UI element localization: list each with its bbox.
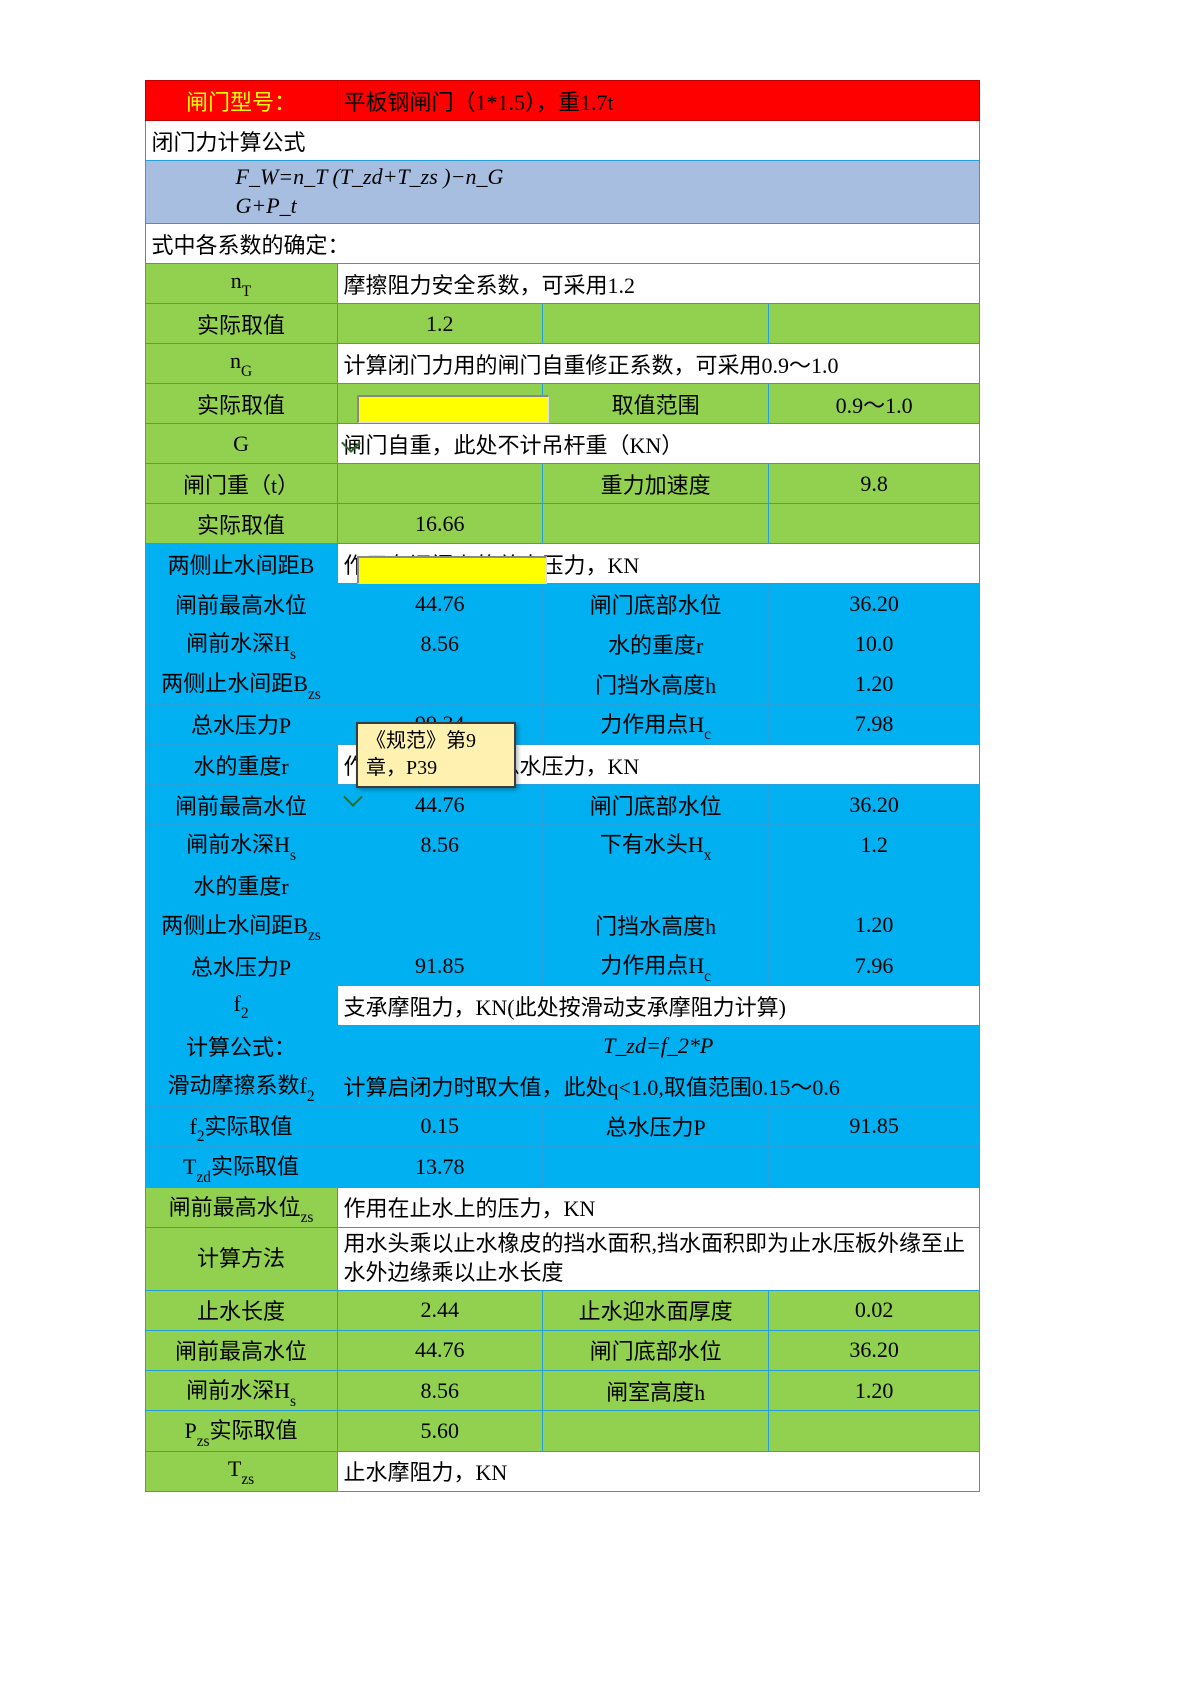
- r4-b: 闸前水深Hs 8.56 水的重度r 10.0: [145, 624, 980, 664]
- r8-symbol: Tzs: [145, 1451, 337, 1491]
- formula-row: F_W=n_T (T_zd+T_zs )−n_G G+P_t: [145, 161, 980, 224]
- r5-d: 两侧止水间距Bzs 门挡水高度h 1.20: [145, 905, 980, 945]
- r2-row: (2) nG 计算闭门力用的闸门自重修正系数，可采用0.9～1.0: [145, 344, 980, 384]
- r7-symbol: 闸前最高水位zs: [145, 1187, 337, 1227]
- r1-symbol: nT: [145, 264, 337, 304]
- section2-title-row: 二 式中各系数的确定：: [145, 224, 980, 264]
- header-row: 闸门型号： 平板钢闸门（1*1.5），重1.7t: [145, 81, 980, 121]
- section1-title: 闭门力计算公式: [145, 121, 980, 161]
- r4-a: 闸前最高水位 44.76 闸门底部水位 36.20: [145, 584, 980, 624]
- r4-c: 两侧止水间距Bzs 门挡水高度h 1.20: [145, 664, 980, 704]
- r7-desc: 作用在止水上的压力，KN: [337, 1187, 979, 1227]
- r6-c: f2实际取值 0.15 总水压力P 91.85: [145, 1106, 980, 1146]
- formula-line1: F_W=n_T (T_zd+T_zs )−n_G: [236, 164, 504, 189]
- r3-row: (3) G 闸门自重，此处不计吊杆重（KN）: [145, 424, 980, 464]
- r6-row: (6) f2 支承摩阻力，KN(此处按滑动支承摩阻力计算): [145, 986, 980, 1026]
- r3-va: [337, 464, 543, 504]
- r1-k: 实际取值: [145, 304, 337, 344]
- r4-d: 总水压力P 99.34 力作用点Hc 7.98: [145, 704, 980, 744]
- r3-row-a: 闸门重（t） 重力加速度 9.8: [145, 464, 980, 504]
- r7-row: (7) 闸前最高水位zs 作用在止水上的压力，KN: [145, 1187, 980, 1227]
- r5-e: 总水压力P 91.85 力作用点Hc 7.96: [145, 945, 980, 985]
- page: 闸门型号： 平板钢闸门（1*1.5），重1.7t 一 闭门力计算公式 F_W=n…: [0, 0, 1200, 1552]
- gate-model-label: 闸门型号：: [145, 81, 337, 121]
- r2-value-row: 实际取值 0.95 取值范围 0.9～1.0: [145, 384, 980, 424]
- comment-note[interactable]: 《规范》第9 章，P39: [356, 722, 516, 788]
- r7-b: 止水长度 2.44 止水迎水面厚度 0.02: [145, 1290, 980, 1330]
- section2-title: 式中各系数的确定：: [145, 224, 980, 264]
- r2-k: 实际取值: [145, 384, 337, 424]
- formula-cell: F_W=n_T (T_zd+T_zs )−n_G G+P_t: [145, 161, 980, 224]
- r7-e: Pzs实际取值 5.60: [145, 1411, 980, 1451]
- r8-desc: 止水摩阻力，KN: [337, 1451, 979, 1491]
- r6-d: Tzd实际取值 13.78: [145, 1147, 980, 1187]
- r1-v: 1.2: [337, 304, 543, 344]
- r3-kb: 重力加速度: [543, 464, 769, 504]
- r5-symbol: 水的重度r: [145, 745, 337, 785]
- r2-desc: 计算闭门力用的闸门自重修正系数，可采用0.9～1.0: [337, 344, 979, 384]
- r3-desc: 闸门自重，此处不计吊杆重（KN）: [337, 424, 979, 464]
- r1-row: (1) nT 摩擦阻力安全系数，可采用1.2: [145, 264, 980, 304]
- section1-title-row: 一 闭门力计算公式: [145, 121, 980, 161]
- note-line2: 章，P39: [366, 757, 437, 779]
- r3-vb: 9.8: [769, 464, 980, 504]
- r5-b: 闸前水深Hs 8.56 下有水头Hx 1.2: [145, 825, 980, 865]
- r3-vc: 16.66: [337, 504, 543, 544]
- note-line1: 《规范》第9: [366, 730, 476, 752]
- r5-a: 闸前最高水位 44.76 闸门底部水位 36.20: [145, 785, 980, 825]
- r7-a: 计算方法 用水头乘以止水橡皮的挡水面积,挡水面积即为止水压板外缘至止水外边缘乘以…: [145, 1227, 980, 1290]
- r6-desc: 支承摩阻力，KN(此处按滑动支承摩阻力计算): [337, 986, 979, 1026]
- r3-symbol: G: [145, 424, 337, 464]
- r5-c: 水的重度r: [145, 865, 980, 905]
- r3-ka: 闸门重（t）: [145, 464, 337, 504]
- r7-d: 闸前水深Hs 8.56 闸室高度h 1.20: [145, 1370, 980, 1410]
- r3-row-c: 实际取值 16.66: [145, 504, 980, 544]
- r7-c: 闸前最高水位 44.76 闸门底部水位 36.20: [145, 1330, 980, 1370]
- r2-v2: 0.9～1.0: [769, 384, 980, 424]
- r1-value-row: 实际取值 1.2: [145, 304, 980, 344]
- gate-model-value: 平板钢闸门（1*1.5），重1.7t: [337, 81, 979, 121]
- r3-kc: 实际取值: [145, 504, 337, 544]
- r6-a: 计算公式： T_zd=f_2*P: [145, 1026, 980, 1066]
- r8-row: (8) Tzs 止水摩阻力，KN: [145, 1451, 980, 1491]
- r2-k2: 取值范围: [543, 384, 769, 424]
- r6-symbol: f2: [145, 986, 337, 1026]
- yellow-blank-field-2[interactable]: [357, 556, 547, 584]
- formula-line2: G+P_t: [236, 193, 297, 218]
- r1-desc: 摩擦阻力安全系数，可采用1.2: [337, 264, 979, 304]
- r5-row: (5) 水的重度r 作用在闸门上的总水压力，KN: [145, 745, 980, 785]
- yellow-blank-field-1[interactable]: [357, 395, 549, 423]
- r4-symbol: 两侧止水间距B: [145, 544, 337, 584]
- r4-row: (4) 两侧止水间距B 作用在闸门上的总水压力，KN: [145, 544, 980, 584]
- r6-b: 滑动摩擦系数f2 计算启闭力时取大值，此处q<1.0,取值范围0.15～0.6: [145, 1066, 980, 1106]
- r2-symbol: nG: [145, 344, 337, 384]
- calc-table: 闸门型号： 平板钢闸门（1*1.5），重1.7t 一 闭门力计算公式 F_W=n…: [145, 80, 980, 1492]
